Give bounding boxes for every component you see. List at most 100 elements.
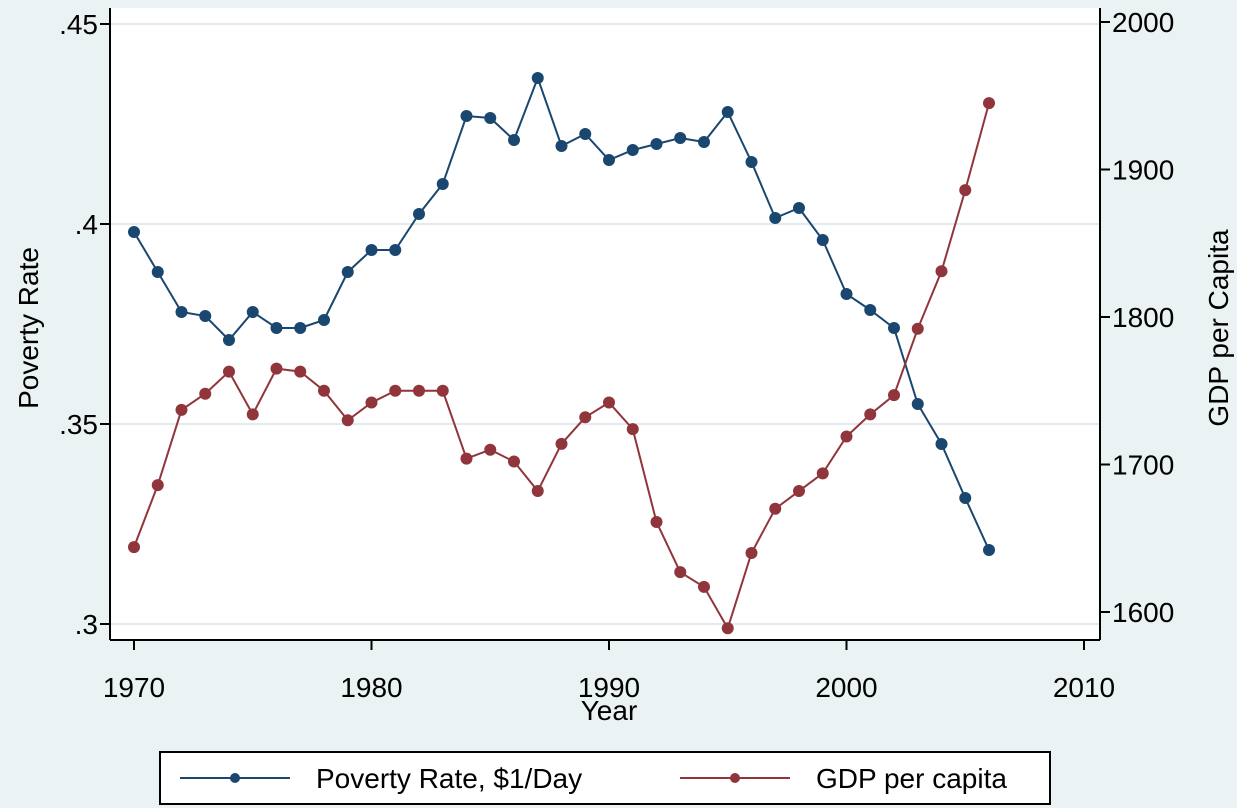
y-axis-left-title: Poverty Rate [13, 247, 44, 409]
x-tick-label: 1980 [340, 672, 402, 703]
data-point-poverty-rate [959, 492, 972, 504]
data-point-poverty-rate [674, 132, 687, 144]
data-point-gdp-per-capita [935, 265, 948, 278]
data-point-poverty-rate [484, 112, 497, 124]
y-left-tick-label: .35 [59, 409, 98, 440]
data-point-poverty-rate [793, 202, 805, 214]
data-point-poverty-rate [175, 306, 188, 318]
data-point-poverty-rate [460, 110, 473, 122]
data-point-gdp-per-capita [128, 541, 140, 554]
legend-label-gdp-per-capita: GDP per capita [816, 763, 1007, 794]
data-point-gdp-per-capita [721, 622, 734, 635]
y-left-tick-label: .3 [75, 609, 98, 640]
data-point-poverty-rate [769, 212, 782, 224]
data-point-gdp-per-capita [460, 452, 473, 465]
data-point-gdp-per-capita [626, 423, 639, 436]
data-point-gdp-per-capita [151, 479, 164, 492]
data-point-gdp-per-capita [864, 408, 877, 421]
data-point-poverty-rate [626, 144, 639, 156]
data-point-poverty-rate [840, 288, 853, 300]
data-point-poverty-rate [413, 208, 425, 220]
x-tick-label: 2010 [1053, 672, 1115, 703]
data-point-poverty-rate [294, 322, 307, 334]
data-point-gdp-per-capita [911, 322, 924, 335]
x-tick-label: 1970 [103, 672, 165, 703]
data-point-poverty-rate [911, 398, 924, 410]
data-point-gdp-per-capita [603, 396, 615, 409]
data-point-gdp-per-capita [270, 362, 283, 375]
y-left-tick-label: .45 [59, 9, 98, 40]
data-point-poverty-rate [436, 178, 449, 190]
data-point-gdp-per-capita [389, 384, 402, 397]
data-point-poverty-rate [531, 72, 544, 84]
legend-label-poverty-rate: Poverty Rate, $1/Day [316, 763, 582, 794]
data-point-poverty-rate [816, 234, 829, 246]
legend-marker-poverty-rate [230, 773, 240, 783]
data-point-gdp-per-capita [745, 547, 758, 559]
data-point-poverty-rate [128, 226, 140, 238]
data-point-gdp-per-capita [769, 502, 782, 515]
y-right-tick-label: 1700 [1112, 450, 1174, 481]
legend-box [159, 751, 1051, 805]
data-point-poverty-rate [745, 156, 758, 168]
data-point-poverty-rate [365, 244, 378, 256]
data-point-poverty-rate [983, 544, 995, 556]
data-point-poverty-rate [270, 322, 283, 334]
data-point-gdp-per-capita [365, 396, 378, 409]
data-point-poverty-rate [721, 106, 734, 118]
data-point-gdp-per-capita [840, 430, 853, 443]
data-point-poverty-rate [246, 306, 259, 318]
data-point-poverty-rate [935, 438, 948, 450]
series-layer [128, 72, 995, 635]
plot-area [110, 8, 1100, 640]
data-point-poverty-rate [318, 314, 330, 326]
data-point-poverty-rate [579, 128, 592, 140]
y-right-tick-label: 2000 [1112, 7, 1174, 38]
data-point-gdp-per-capita [674, 566, 687, 579]
data-point-gdp-per-capita [698, 580, 710, 593]
data-point-gdp-per-capita [508, 455, 520, 468]
y-left-tick-label: .4 [75, 209, 98, 240]
data-point-gdp-per-capita [983, 97, 995, 110]
data-point-poverty-rate [341, 266, 354, 278]
x-axis-title: Year [581, 695, 638, 726]
x-tick-label: 1990 [578, 672, 640, 703]
data-point-poverty-rate [888, 322, 900, 334]
data-point-gdp-per-capita [294, 365, 307, 378]
data-point-gdp-per-capita [888, 389, 900, 402]
data-point-poverty-rate [223, 334, 235, 346]
axes: 1970 1980 1990 2000 2010 .3 .35 .4 .45 1600 1700 18… [59, 7, 1174, 703]
data-point-poverty-rate [555, 140, 568, 152]
data-point-gdp-per-capita [959, 184, 972, 197]
data-point-gdp-per-capita [484, 443, 497, 456]
data-point-gdp-per-capita [436, 384, 449, 397]
data-point-poverty-rate [508, 134, 520, 146]
data-point-gdp-per-capita [341, 414, 354, 427]
y-right-tick-label: 1600 [1112, 597, 1174, 628]
data-point-gdp-per-capita [555, 437, 568, 450]
legend-marker-gdp-per-capita [730, 773, 740, 783]
gridlines [110, 23, 1100, 625]
data-point-gdp-per-capita [199, 387, 212, 400]
data-point-gdp-per-capita [531, 485, 544, 498]
y-axis-right-title: GDP per Capita [1203, 229, 1234, 427]
data-point-gdp-per-capita [413, 384, 425, 397]
y-right-tick-label: 1900 [1112, 155, 1174, 186]
data-point-gdp-per-capita [223, 365, 235, 378]
data-point-gdp-per-capita [175, 403, 188, 416]
data-point-poverty-rate [151, 266, 164, 278]
data-point-poverty-rate [650, 138, 663, 150]
data-point-poverty-rate [389, 244, 402, 256]
data-point-gdp-per-capita [650, 516, 663, 529]
legend: Poverty Rate, $1/Day GDP per capita [159, 751, 1051, 805]
y-right-tick-label: 1800 [1112, 302, 1174, 333]
data-point-gdp-per-capita [579, 411, 592, 424]
x-tick-label: 2000 [815, 672, 877, 703]
data-point-gdp-per-capita [318, 384, 330, 397]
data-point-gdp-per-capita [246, 408, 259, 421]
data-point-poverty-rate [199, 310, 212, 322]
data-point-gdp-per-capita [816, 467, 829, 480]
data-point-poverty-rate [698, 136, 710, 148]
data-point-poverty-rate [864, 304, 877, 316]
